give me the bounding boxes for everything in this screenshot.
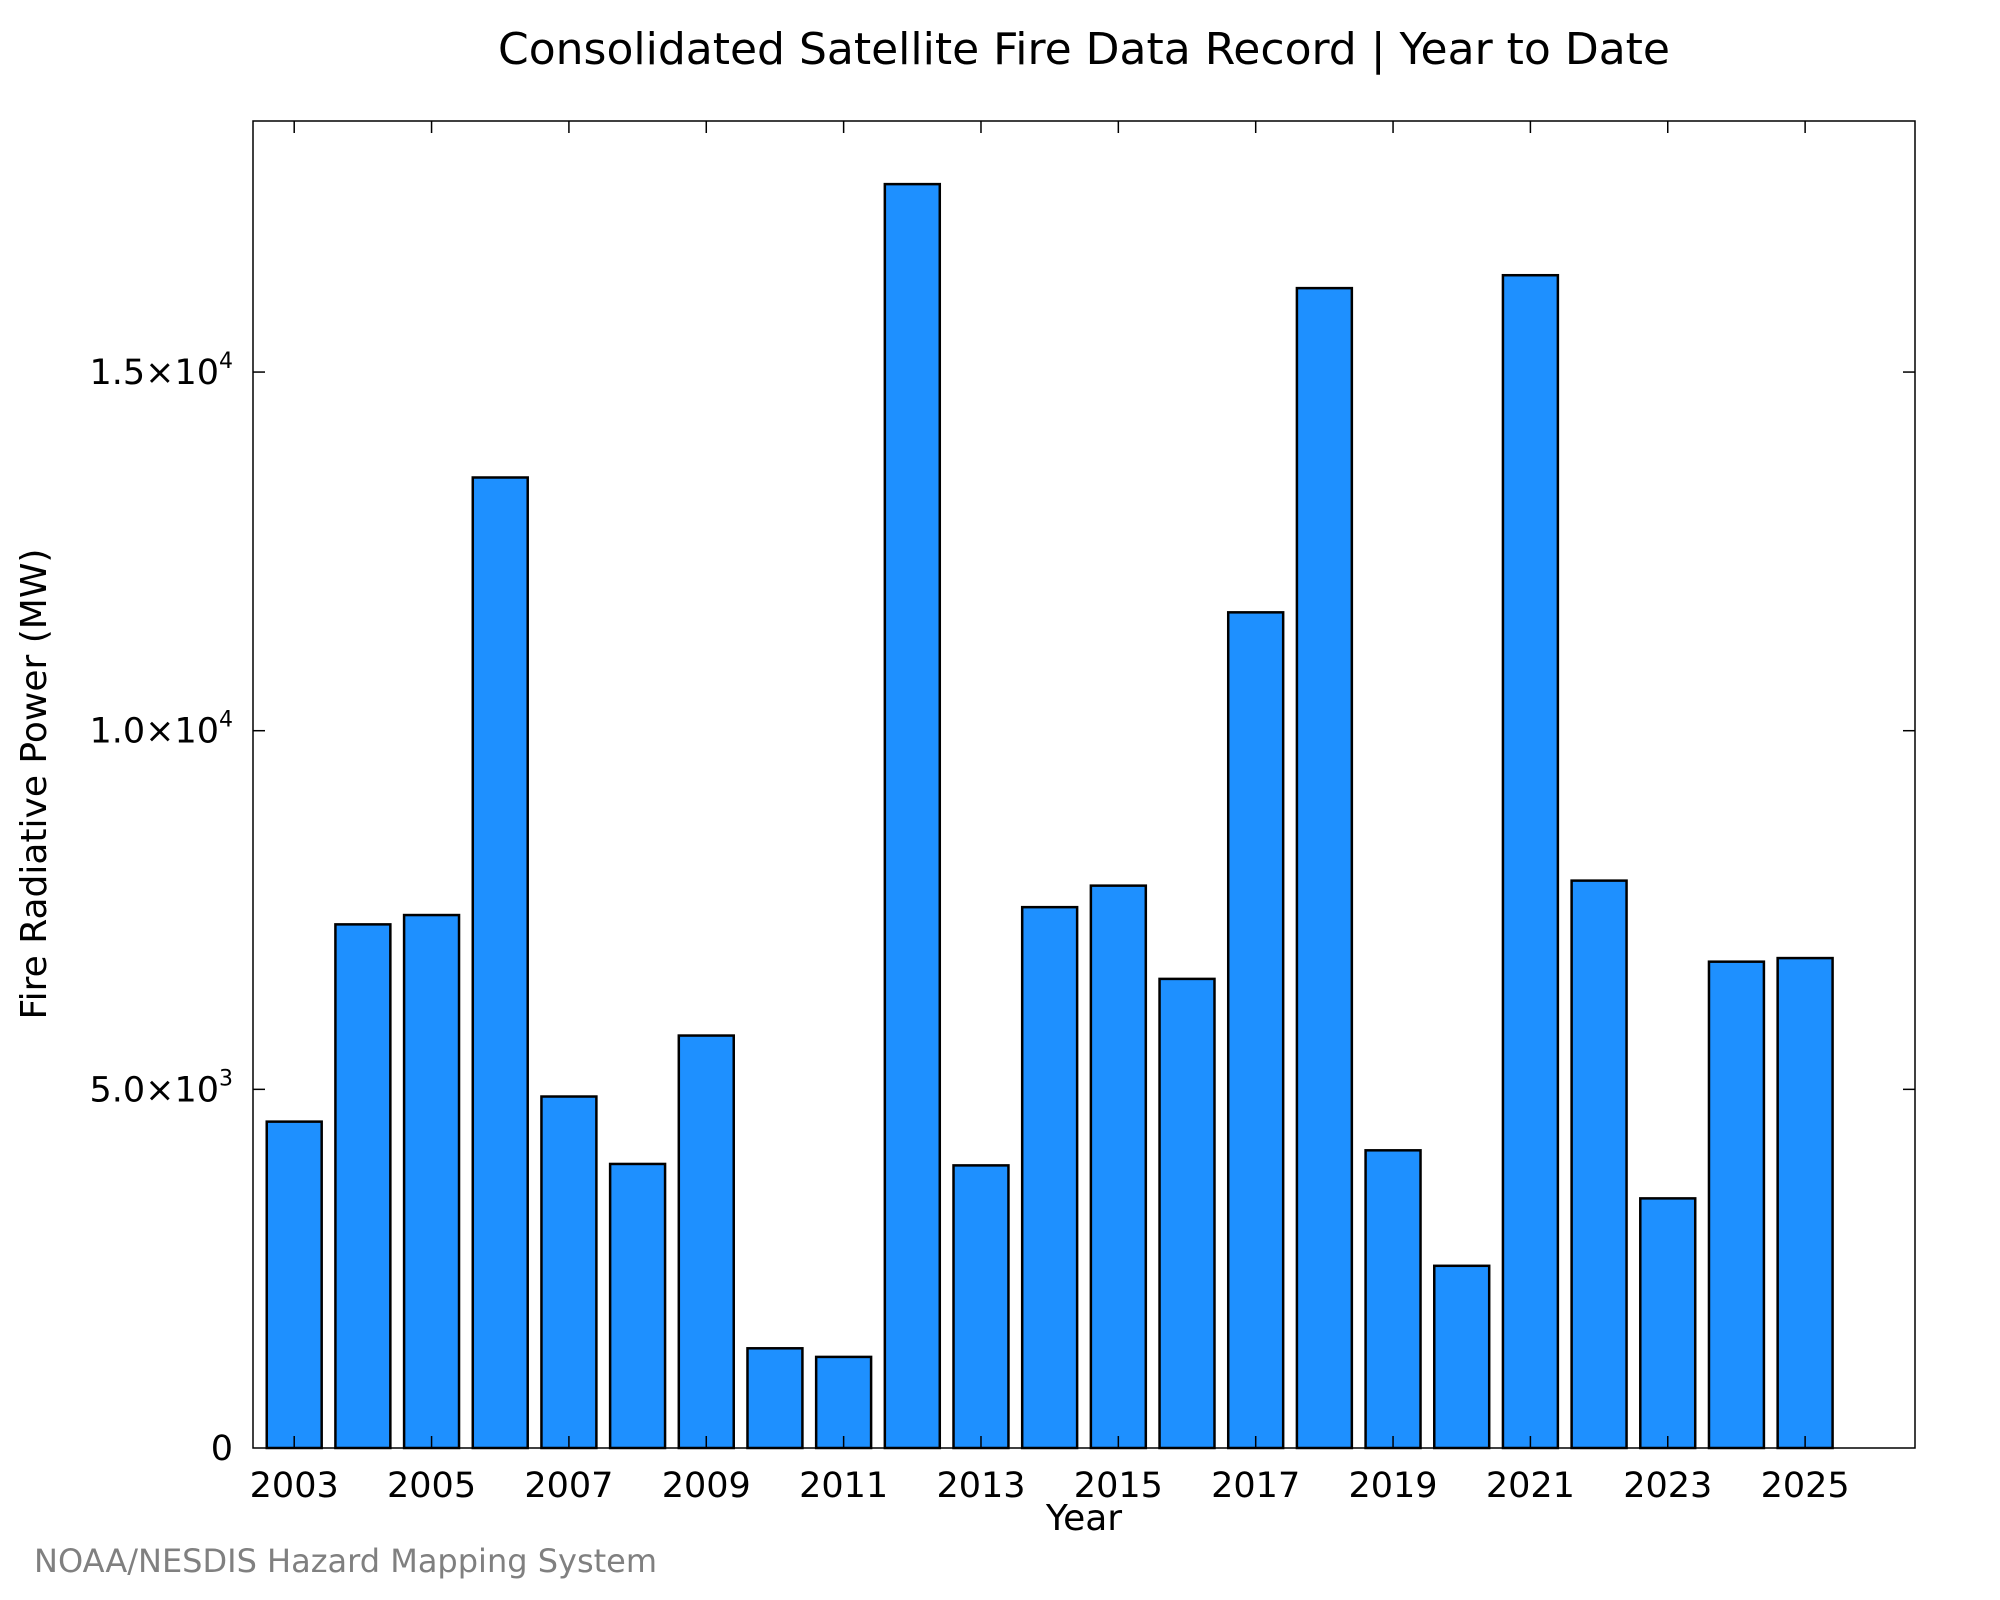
- bar-2022: [1570, 879, 1628, 1450]
- bar-2016: [1158, 977, 1216, 1450]
- bar-2005: [402, 913, 461, 1450]
- bar-2009: [677, 1034, 735, 1450]
- bar-2024: [1707, 960, 1766, 1450]
- x-tick-label-2025: 2025: [1761, 1466, 1850, 1506]
- bar-2008: [608, 1162, 667, 1450]
- bar-2020: [1433, 1264, 1491, 1450]
- bar-2018: [1295, 286, 1354, 1450]
- y-tick-label-5000: 5.0×103: [89, 1066, 233, 1110]
- bar-2023: [1639, 1197, 1697, 1450]
- bar-2013: [952, 1164, 1010, 1450]
- bar-2012: [883, 182, 942, 1450]
- x-tick-label-2019: 2019: [1349, 1466, 1438, 1506]
- bar-series: [265, 182, 1834, 1450]
- x-tick-label-2007: 2007: [524, 1466, 613, 1506]
- x-tick-label-2023: 2023: [1623, 1466, 1712, 1506]
- x-axis-ticks: 2003 2005 2007 2009 2011 2013 2015 2017 2019 2021…: [250, 121, 1850, 1506]
- bar-2021: [1501, 273, 1560, 1450]
- bar-2003: [265, 1120, 323, 1450]
- x-tick-label-2011: 2011: [799, 1466, 888, 1506]
- bar-2019: [1364, 1149, 1422, 1450]
- chart-title: Consolidated Satellite Fire Data Record …: [498, 24, 1670, 75]
- y-tick-label-15000: 1.5×104: [89, 349, 233, 393]
- bar-2010: [746, 1347, 804, 1450]
- x-tick-label-2013: 2013: [936, 1466, 1025, 1506]
- bar-2014: [1020, 905, 1079, 1450]
- bar-2006: [471, 476, 529, 1450]
- x-tick-label-2005: 2005: [387, 1466, 476, 1506]
- y-tick-label-10000: 1.0×104: [89, 708, 233, 752]
- x-tick-label-2009: 2009: [662, 1466, 751, 1506]
- plot-frame: [252, 120, 1916, 1449]
- bar-2017: [1226, 611, 1285, 1450]
- bar-2004: [334, 923, 392, 1450]
- x-tick-label-2015: 2015: [1074, 1466, 1163, 1506]
- y-axis-label: Fire Radiative Power (MW): [14, 549, 55, 1020]
- y-axis-ticks: 0 5.0×103 1.0×104 1.5×104: [89, 349, 1915, 1469]
- x-axis-label: Year: [1045, 1498, 1122, 1539]
- credit-text: NOAA/NESDIS Hazard Mapping System: [34, 1542, 657, 1580]
- bar-2025: [1776, 956, 1834, 1450]
- y-tick-label-0: 0: [211, 1429, 233, 1469]
- bar-2011: [814, 1355, 873, 1450]
- x-tick-label-2017: 2017: [1211, 1466, 1300, 1506]
- x-tick-label-2021: 2021: [1486, 1466, 1575, 1506]
- x-tick-label-2003: 2003: [250, 1466, 339, 1506]
- bar-2015: [1089, 884, 1148, 1450]
- bar-2007: [540, 1095, 598, 1450]
